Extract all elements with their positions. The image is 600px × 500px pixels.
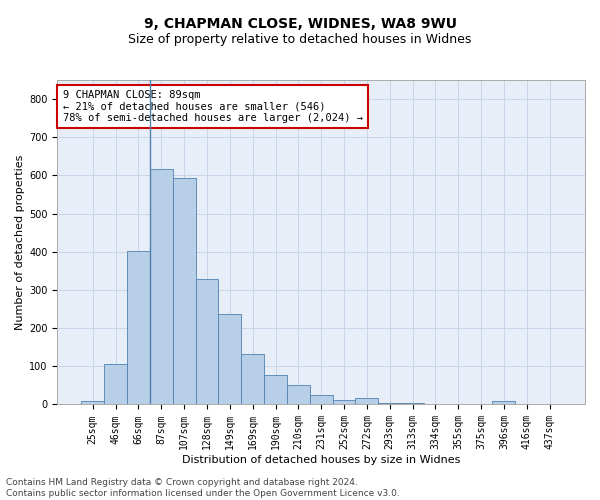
Bar bbox=[104, 364, 127, 405]
Bar bbox=[332, 400, 355, 404]
Text: Size of property relative to detached houses in Widnes: Size of property relative to detached ho… bbox=[128, 32, 472, 46]
Bar bbox=[127, 250, 150, 404]
Text: Contains HM Land Registry data © Crown copyright and database right 2024.
Contai: Contains HM Land Registry data © Crown c… bbox=[6, 478, 400, 498]
Bar bbox=[287, 385, 310, 404]
Bar bbox=[264, 375, 287, 404]
Bar bbox=[378, 403, 401, 404]
X-axis label: Distribution of detached houses by size in Widnes: Distribution of detached houses by size … bbox=[182, 455, 460, 465]
Bar bbox=[241, 354, 264, 405]
Bar bbox=[150, 169, 173, 404]
Text: 9 CHAPMAN CLOSE: 89sqm
← 21% of detached houses are smaller (546)
78% of semi-de: 9 CHAPMAN CLOSE: 89sqm ← 21% of detached… bbox=[62, 90, 362, 123]
Bar bbox=[173, 178, 196, 404]
Bar bbox=[82, 402, 104, 404]
Y-axis label: Number of detached properties: Number of detached properties bbox=[15, 154, 25, 330]
Bar bbox=[355, 398, 378, 404]
Bar bbox=[493, 402, 515, 404]
Text: 9, CHAPMAN CLOSE, WIDNES, WA8 9WU: 9, CHAPMAN CLOSE, WIDNES, WA8 9WU bbox=[143, 18, 457, 32]
Bar bbox=[218, 314, 241, 404]
Bar bbox=[310, 395, 332, 404]
Bar bbox=[196, 278, 218, 404]
